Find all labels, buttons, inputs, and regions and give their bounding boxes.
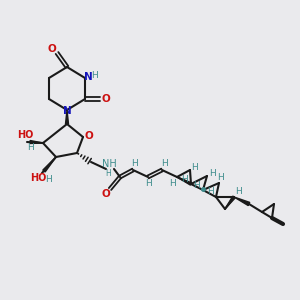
Text: H: H	[28, 143, 34, 152]
Text: O: O	[48, 44, 56, 54]
Text: H: H	[182, 175, 188, 184]
Text: H: H	[46, 176, 52, 184]
Text: N: N	[63, 106, 71, 116]
Polygon shape	[65, 110, 68, 124]
Text: H: H	[217, 172, 224, 182]
Text: H: H	[192, 164, 198, 172]
Text: NH: NH	[102, 159, 116, 169]
Text: HO: HO	[30, 173, 46, 183]
Text: H: H	[235, 188, 242, 196]
Polygon shape	[234, 197, 250, 206]
Polygon shape	[225, 196, 235, 209]
Text: N: N	[84, 72, 92, 82]
Text: H: H	[92, 70, 98, 80]
Polygon shape	[177, 177, 192, 185]
Polygon shape	[30, 140, 43, 143]
Text: H: H	[146, 179, 152, 188]
Text: H: H	[105, 169, 111, 178]
Text: O: O	[85, 131, 93, 141]
Text: H: H	[132, 158, 138, 167]
Text: HO: HO	[17, 130, 33, 140]
Text: H: H	[169, 179, 176, 188]
Text: H: H	[160, 158, 167, 167]
Text: H: H	[194, 181, 200, 190]
Text: O: O	[102, 94, 110, 104]
Text: H: H	[208, 169, 215, 178]
Text: H: H	[207, 188, 213, 196]
Text: O: O	[102, 189, 110, 199]
Polygon shape	[43, 157, 56, 172]
